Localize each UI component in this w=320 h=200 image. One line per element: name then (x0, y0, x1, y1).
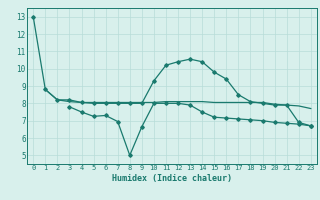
X-axis label: Humidex (Indice chaleur): Humidex (Indice chaleur) (112, 174, 232, 183)
